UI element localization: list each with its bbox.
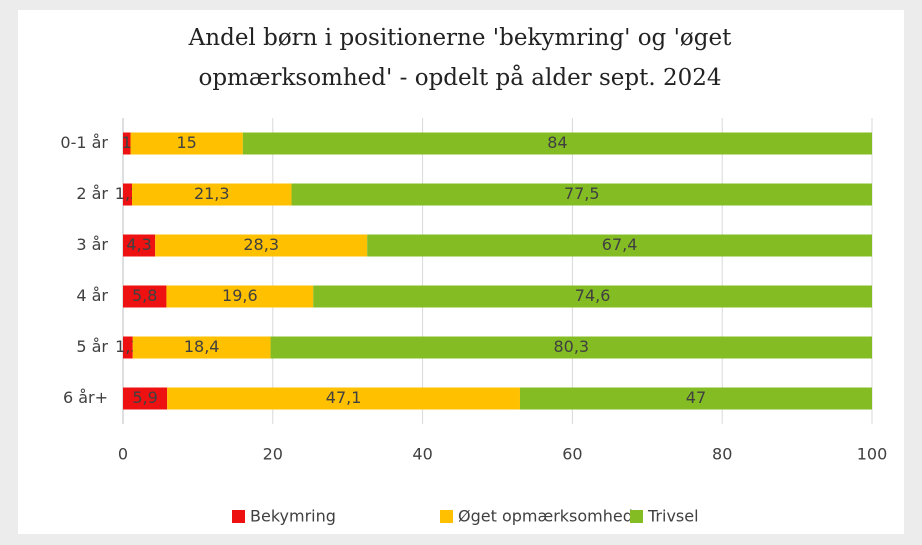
legend-swatch <box>232 510 245 523</box>
bar-segment <box>167 387 520 410</box>
legend-label: Trivsel <box>647 507 699 526</box>
bar-segment <box>123 387 168 410</box>
data-label: 21,3 <box>194 184 230 203</box>
data-label: 77,5 <box>564 184 600 203</box>
bar-segment <box>123 183 132 206</box>
bar-segment <box>132 336 271 359</box>
data-label: 19,6 <box>222 286 258 305</box>
bar-segment <box>519 387 872 410</box>
data-label: 80,3 <box>553 337 589 356</box>
y-tick-label: 4 år <box>76 286 108 305</box>
bar-segment <box>291 183 872 206</box>
chart-panel <box>18 10 904 534</box>
y-tick-label: 3 år <box>76 235 108 254</box>
data-label: 5,8 <box>132 286 157 305</box>
bar-segment <box>313 285 873 308</box>
legend-label: Øget opmærksomhed <box>458 507 633 526</box>
data-label: 5,9 <box>132 388 157 407</box>
x-tick-label: 20 <box>263 445 283 464</box>
y-tick-label: 5 år <box>76 337 108 356</box>
bar-segment <box>242 132 873 155</box>
legend-swatch <box>630 510 643 523</box>
data-label: 47,1 <box>326 388 362 407</box>
x-tick-label: 80 <box>712 445 732 464</box>
bar-segment <box>166 285 314 308</box>
bar-segment <box>131 183 292 206</box>
bar-segment <box>123 234 156 257</box>
data-label: 18,4 <box>184 337 220 356</box>
bar-segment <box>155 234 368 257</box>
x-tick-label: 100 <box>857 445 888 464</box>
bar-segment <box>367 234 872 257</box>
bar-segment <box>123 132 131 155</box>
bar-segment <box>123 336 133 359</box>
y-tick-label: 2 år <box>76 184 108 203</box>
data-label: 1 <box>122 133 132 152</box>
bar-segment <box>123 285 167 308</box>
bar-segment <box>130 132 243 155</box>
x-tick-label: 40 <box>412 445 432 464</box>
data-label: 28,3 <box>243 235 279 254</box>
y-tick-label: 6 år+ <box>63 388 108 407</box>
data-label: 15 <box>176 133 196 152</box>
chart-title: Andel børn i positionerne 'bekymring' og… <box>188 25 732 91</box>
x-tick-label: 60 <box>562 445 582 464</box>
data-label: 47 <box>686 388 706 407</box>
legend-swatch <box>440 510 453 523</box>
bar-segment <box>270 336 873 359</box>
y-tick-label: 0-1 år <box>60 133 108 152</box>
data-label: 74,6 <box>575 286 611 305</box>
x-tick-label: 0 <box>118 445 128 464</box>
data-label: 4,3 <box>126 235 151 254</box>
data-label: 67,4 <box>602 235 638 254</box>
legend-label: Bekymring <box>250 507 336 526</box>
data-label: 84 <box>547 133 567 152</box>
